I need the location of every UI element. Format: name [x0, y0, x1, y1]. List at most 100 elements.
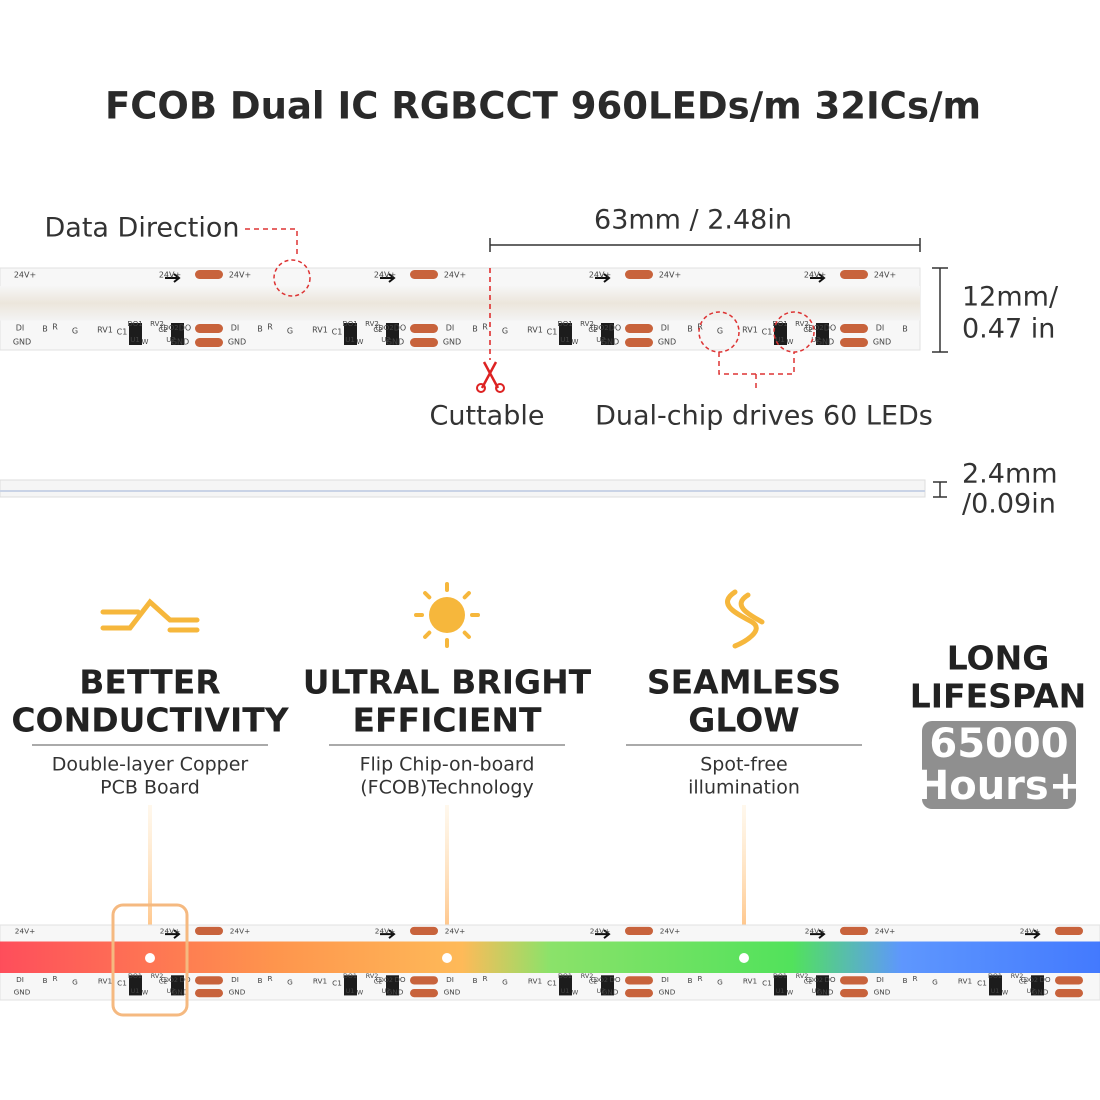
- pcb-label: RV2: [580, 320, 594, 328]
- dimension-line: [489, 238, 921, 252]
- pad: [195, 338, 223, 347]
- pcb-label: G: [72, 978, 78, 987]
- ic-chip: [559, 975, 572, 996]
- pcb-label: U1: [130, 336, 140, 344]
- glow-dot: [739, 953, 749, 963]
- icon-glow: [725, 589, 765, 649]
- thickness-label: /0.09in: [962, 489, 1056, 520]
- pcb-label: W: [142, 338, 149, 346]
- pcb-label: 24V+: [160, 926, 180, 935]
- pcb-label: 24V+: [444, 271, 466, 280]
- pcb-label: C2: [804, 978, 813, 986]
- pcb-label: C: [375, 324, 381, 333]
- cuttable-label: Cuttable: [430, 401, 545, 432]
- pcb-label: DI: [231, 324, 240, 333]
- direction-arrow: [595, 273, 611, 283]
- pcb-unit: [129, 270, 223, 347]
- pcb-label: RV1: [312, 326, 328, 335]
- pcb-label: C: [1020, 975, 1025, 984]
- pcb-label: DO1: [772, 320, 787, 328]
- pcb-label: C2: [1019, 978, 1028, 986]
- direction-arrow: [380, 273, 396, 283]
- ic-chip: [344, 975, 357, 996]
- callout: [245, 228, 298, 258]
- badge-text: Hours+: [916, 763, 1082, 809]
- pcb-label: R: [482, 323, 488, 332]
- pcb-label: GND: [658, 338, 676, 347]
- pcb-label: GND: [874, 988, 891, 997]
- pcb-label: DO: [609, 975, 621, 984]
- pcb-label: 24V+: [375, 926, 395, 935]
- pcb-label: DI: [446, 324, 455, 333]
- pcb-label: DO2: [809, 976, 823, 984]
- pcb-label: B: [42, 976, 47, 985]
- ic-chip: [171, 975, 184, 996]
- pcb-label: R: [697, 974, 702, 983]
- pcb-label: B: [902, 976, 907, 985]
- callout-circle: [273, 259, 311, 297]
- pcb-unit: [344, 926, 438, 998]
- pcb-label: RV2: [1011, 972, 1024, 980]
- pcb-label: W: [142, 989, 149, 997]
- pcb-label: U1: [561, 987, 570, 995]
- pcb-label: G: [932, 978, 938, 987]
- pcb-label: RV2: [581, 972, 594, 980]
- pcb-label: C1: [332, 328, 343, 337]
- pcb-label: U2: [596, 336, 606, 344]
- pad: [410, 338, 438, 347]
- pcb-label: 24V+: [15, 926, 35, 935]
- pcb-label: GND: [1032, 988, 1049, 997]
- width-bracket: [932, 267, 948, 353]
- pcb-unit: [774, 926, 868, 998]
- pcb-label: RV2: [366, 972, 379, 980]
- pad: [625, 989, 653, 998]
- pcb-label: DI: [661, 975, 669, 984]
- pcb-label: DO: [824, 975, 836, 984]
- pcb-label: GND: [13, 338, 31, 347]
- pcb-unit: [774, 270, 868, 347]
- pcb-label: C: [375, 975, 380, 984]
- pcb-label: G: [502, 327, 508, 336]
- direction-arrow: [595, 929, 611, 939]
- pcb-label: DI: [876, 975, 884, 984]
- pcb-label: 24V+: [159, 271, 181, 280]
- pcb-label: DI: [446, 975, 454, 984]
- pcb-label: GND: [601, 338, 619, 347]
- pcb-label: 24V+: [374, 271, 396, 280]
- pad: [195, 976, 223, 985]
- pcb-label: U1: [560, 336, 570, 344]
- pcb-label: B: [472, 976, 477, 985]
- pcb-label: GND: [171, 338, 189, 347]
- pad: [195, 270, 223, 279]
- pcb-label: DO2: [378, 324, 393, 332]
- pcb-label: B: [687, 976, 692, 985]
- pcb-label: DO: [394, 324, 406, 333]
- side-strip: [0, 479, 926, 498]
- pad: [840, 270, 868, 279]
- pcb-label: G: [502, 978, 508, 987]
- lifespan-title: LIFESPAN: [910, 677, 1086, 716]
- pcb-label: 24V+: [804, 271, 826, 280]
- pcb-label: G: [717, 978, 723, 987]
- pcb-label: C1: [762, 979, 772, 988]
- pcb-label: C2: [803, 326, 812, 334]
- pcb-label: R: [52, 974, 57, 983]
- pcb-label: DO1: [558, 972, 572, 980]
- pcb-label: 24V+: [590, 926, 610, 935]
- glow-dot: [442, 953, 452, 963]
- pcb-label: DO2: [163, 324, 178, 332]
- icon-sun: [429, 597, 465, 633]
- pcb-label: GND: [387, 988, 404, 997]
- pcb-label: C2: [374, 978, 383, 986]
- pcb-label: GND: [444, 988, 461, 997]
- feature-title: CONDUCTIVITY: [11, 701, 289, 740]
- thickness-bracket: [933, 481, 947, 498]
- pcb-label: 24V+: [229, 271, 251, 280]
- lifespan-badge: [922, 721, 1076, 809]
- callout: [718, 352, 795, 392]
- feature-title: ULTRAL BRIGHT: [303, 663, 592, 702]
- pcb-label: GND: [816, 338, 834, 347]
- pcb-label: U1: [776, 987, 785, 995]
- pcb-label: C1: [977, 979, 987, 988]
- feature-desc: Flip Chip-on-board: [360, 754, 535, 776]
